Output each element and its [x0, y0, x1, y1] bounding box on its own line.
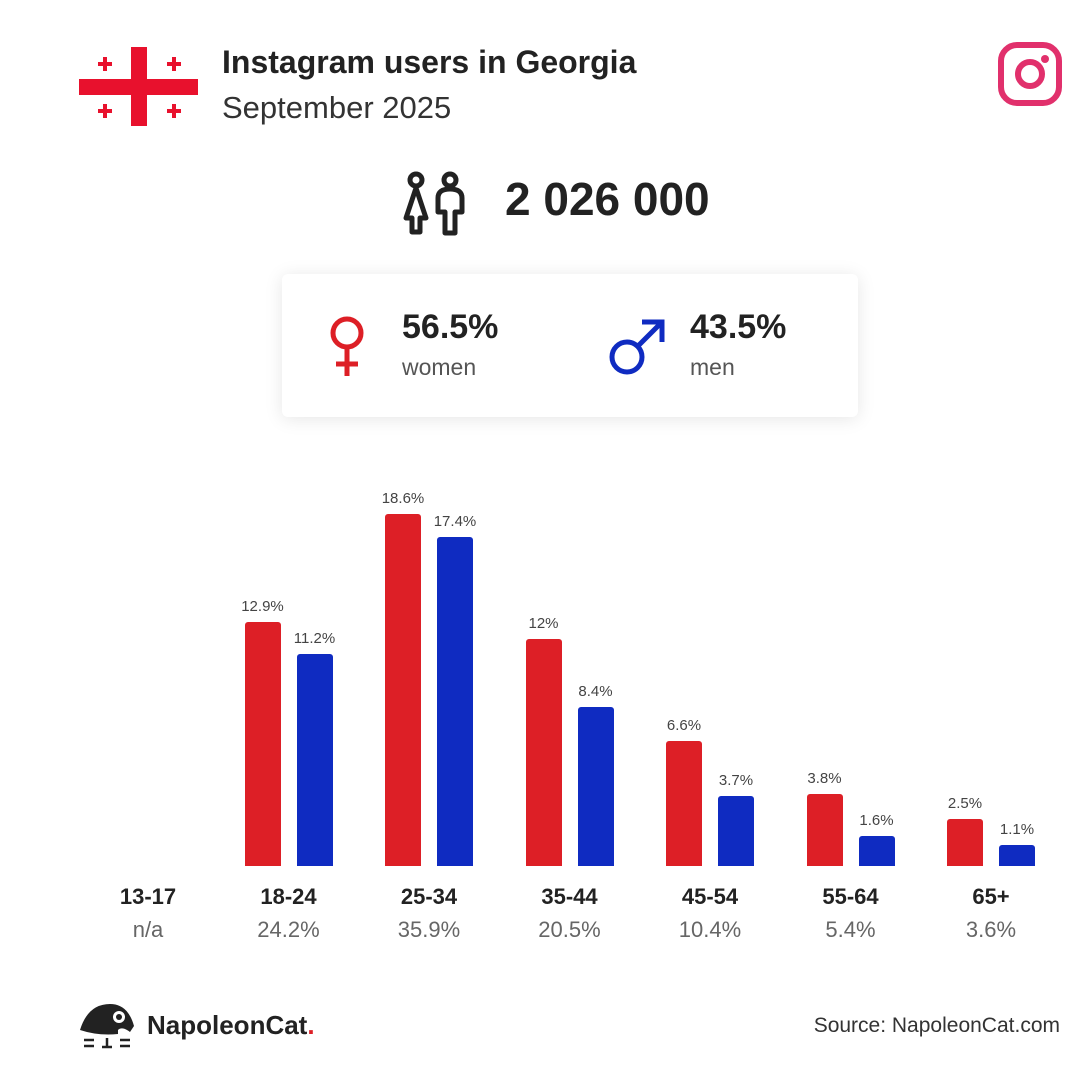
category-total-65+: 3.6%	[965, 917, 1017, 942]
users-icon	[398, 170, 470, 243]
bar-women-45-54	[666, 741, 702, 866]
brand-name: NapoleonCat.	[147, 1010, 315, 1041]
georgia-flag-icon	[79, 47, 198, 126]
brand-dot: .	[307, 1010, 315, 1040]
brand-text: NapoleonCat	[147, 1010, 308, 1040]
gender-card: 56.5% women 43.5% men	[282, 274, 858, 417]
page-title: Instagram users in Georgia	[222, 44, 637, 80]
category-label-18-24: 18-24	[260, 884, 317, 909]
value-label-women-18-24: 12.9%	[241, 597, 284, 615]
value-label-men-35-44: 8.4%	[578, 683, 613, 701]
napoleoncat-logo-icon	[78, 1000, 138, 1057]
category-label-25-34: 25-34	[400, 884, 458, 909]
category-label-35-44: 35-44	[541, 884, 598, 909]
value-label-women-35-44: 12%	[528, 614, 559, 632]
value-label-women-55-64: 3.8%	[807, 770, 842, 788]
value-label-women-45-54: 6.6%	[666, 717, 702, 735]
age-gender-bar-chart: 13-17 n/a 12.9% 11.2% 18-24 24.2% 18.6% 17.4% 25…	[119, 490, 1035, 942]
category-label-55-64: 55-64	[822, 884, 879, 909]
instagram-icon	[998, 42, 1062, 106]
bar-women-65+	[947, 818, 983, 866]
bar-women-25-34	[385, 514, 421, 866]
value-label-men-45-54: 3.7%	[718, 771, 754, 789]
value-label-women-25-34: 18.6%	[381, 490, 425, 507]
category-label-65+: 65+	[972, 884, 1010, 909]
bar-men-65+	[999, 845, 1035, 866]
value-label-women-65+: 2.5%	[947, 794, 983, 812]
men-label: men	[690, 354, 735, 380]
value-label-men-18-24: 11.2%	[293, 630, 336, 648]
value-label-men-55-64: 1.6%	[859, 811, 894, 829]
bar-men-45-54	[718, 795, 754, 866]
bar-women-55-64	[806, 794, 843, 866]
value-label-men-25-34: 17.4%	[433, 512, 477, 530]
category-total-13-17: n/a	[132, 917, 164, 942]
women-label: women	[402, 354, 477, 380]
bar-men-25-34	[437, 536, 473, 866]
category-total-18-24: 24.2%	[257, 917, 320, 942]
male-icon	[608, 318, 666, 381]
bar-men-55-64	[858, 835, 895, 866]
bar-women-18-24	[244, 621, 281, 866]
category-total-25-34: 35.9%	[397, 917, 461, 942]
category-label-13-17: 13-17	[119, 884, 177, 909]
bar-men-18-24	[296, 654, 333, 866]
bar-men-35-44	[577, 707, 614, 866]
category-total-55-64: 5.4%	[825, 917, 876, 942]
source-text: Source: NapoleonCat.com	[813, 1014, 1060, 1037]
bar-women-35-44	[525, 638, 562, 866]
female-icon	[326, 316, 368, 383]
category-total-45-54: 10.4%	[678, 917, 742, 942]
category-total-35-44: 20.5%	[538, 917, 601, 942]
value-label-men-65+: 1.1%	[999, 821, 1035, 839]
category-label-45-54: 45-54	[681, 884, 739, 909]
women-percent: 56.5%	[402, 308, 499, 346]
page-subtitle: September 2025	[222, 90, 452, 125]
men-percent: 43.5%	[690, 308, 787, 346]
total-users: 2 026 000	[505, 173, 710, 225]
